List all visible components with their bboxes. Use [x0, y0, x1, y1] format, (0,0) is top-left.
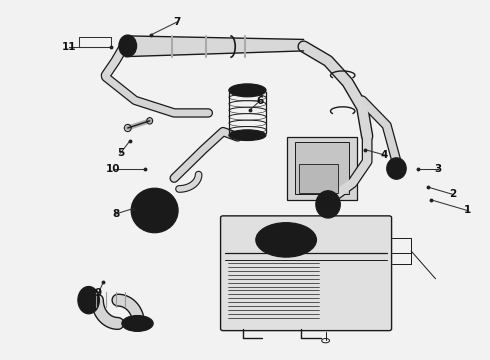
Text: 3: 3: [434, 164, 441, 174]
FancyBboxPatch shape: [299, 164, 338, 193]
Ellipse shape: [131, 188, 178, 233]
Text: 4: 4: [381, 150, 388, 160]
Text: 11: 11: [62, 42, 76, 52]
Text: 5: 5: [117, 148, 124, 158]
Ellipse shape: [140, 193, 169, 221]
Ellipse shape: [387, 158, 406, 179]
Text: 1: 1: [464, 206, 471, 216]
Ellipse shape: [316, 191, 340, 218]
Text: 2: 2: [449, 189, 456, 199]
Polygon shape: [125, 36, 304, 57]
FancyBboxPatch shape: [220, 216, 392, 330]
Text: 8: 8: [112, 209, 119, 219]
FancyBboxPatch shape: [295, 142, 348, 194]
Ellipse shape: [78, 287, 99, 314]
Ellipse shape: [229, 130, 266, 140]
Ellipse shape: [276, 235, 301, 248]
Ellipse shape: [236, 86, 259, 95]
Text: 10: 10: [106, 164, 121, 174]
Ellipse shape: [82, 292, 96, 309]
FancyBboxPatch shape: [287, 137, 357, 200]
Text: 7: 7: [173, 17, 180, 27]
Ellipse shape: [229, 84, 266, 97]
Ellipse shape: [119, 35, 137, 57]
Text: 9: 9: [95, 288, 102, 298]
Ellipse shape: [264, 228, 308, 252]
Ellipse shape: [128, 319, 147, 328]
Text: 6: 6: [256, 96, 263, 106]
Ellipse shape: [122, 316, 153, 331]
Ellipse shape: [256, 223, 317, 257]
Ellipse shape: [123, 40, 133, 52]
